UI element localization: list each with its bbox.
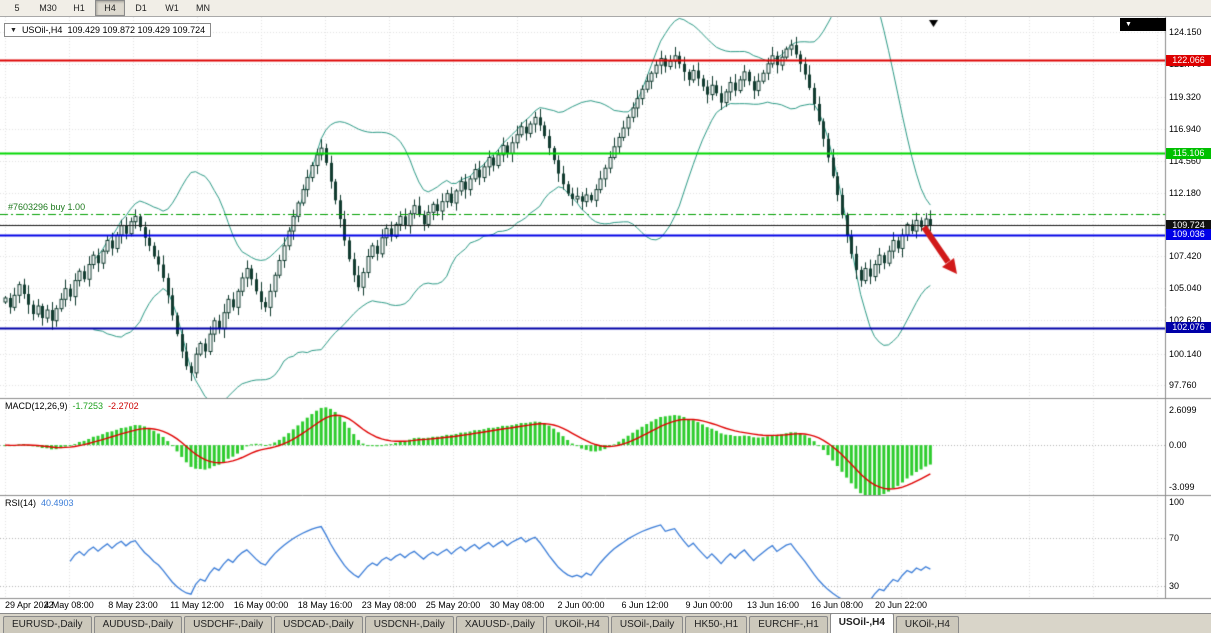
chart-tab-usoil-h4[interactable]: USOil-,H4 — [829, 613, 894, 633]
collapse-icon[interactable]: ▼ — [10, 26, 17, 34]
macd-value-signal: -2.2702 — [108, 401, 139, 411]
time-axis-label: 20 Jun 22:00 — [874, 600, 928, 610]
price-axis-tick: 100.140 — [1169, 348, 1202, 359]
time-axis-label: 18 May 16:00 — [297, 600, 353, 610]
timeframe-button-d1[interactable]: D1 — [126, 0, 156, 16]
chart-tab-eurusd-daily[interactable]: EURUSD-,Daily — [3, 616, 92, 633]
rsi-indicator-label: RSI(14) 40.4903 — [5, 498, 74, 508]
time-axis-label: 6 Jun 12:00 — [621, 600, 669, 610]
chart-tab-usdcnh-daily[interactable]: USDCNH-,Daily — [364, 616, 454, 633]
chart-tab-ukoil-h4[interactable]: UKOil-,H4 — [895, 616, 959, 633]
time-axis-label: 25 May 20:00 — [425, 600, 481, 610]
time-axis-label: 13 Jun 16:00 — [746, 600, 800, 610]
macd-axis-tick: -3.099 — [1169, 482, 1195, 493]
rsi-name: RSI(14) — [5, 498, 37, 508]
time-axis-label: 16 Jun 08:00 — [810, 600, 864, 610]
chart-tab-usdchf-daily[interactable]: USDCHF-,Daily — [184, 616, 273, 633]
time-axis-label: 11 May 12:00 — [170, 600, 224, 610]
triangle-down-icon: ▼ — [1125, 21, 1132, 28]
time-axis-label: 9 Jun 00:00 — [685, 600, 733, 610]
symbol-tab-bar: EURUSD-,Daily AUDUSD-,Daily USDCHF-,Daily U… — [0, 613, 1211, 633]
rsi-axis-tick: 30 — [1169, 581, 1180, 591]
chart-tab-usoil-daily[interactable]: USOil-,Daily — [610, 616, 684, 633]
chart-menu-button[interactable]: ▼ — [1120, 18, 1166, 31]
price-badge[interactable]: 109.036 — [1166, 229, 1211, 241]
time-axis-label: 2 Jun 00:00 — [557, 600, 605, 610]
chart-tab-eurchf-h1[interactable]: EURCHF-,H1 — [749, 616, 828, 633]
chart-tab-ukoil-h4[interactable]: UKOil-,H4 — [545, 616, 609, 633]
timeframe-button-h1[interactable]: H1 — [64, 0, 94, 16]
timeframe-button-h4[interactable]: H4 — [95, 0, 125, 16]
order-line-label: #7603296 buy 1.00 — [8, 202, 86, 213]
macd-indicator-label: MACD(12,26,9) -1.7253 -2.2702 — [5, 401, 139, 411]
time-axis-label: 30 May 08:00 — [489, 600, 545, 610]
price-axis-tick: 124.150 — [1169, 27, 1202, 38]
rsi-axis-tick: 100 — [1169, 497, 1185, 507]
time-axis-label: 4 May 08:00 — [44, 600, 94, 610]
macd-name: MACD(12,26,9) — [5, 401, 68, 411]
time-axis-label: 29 Apr 2022 — [5, 600, 54, 610]
price-axis-tick: 112.180 — [1169, 187, 1201, 198]
timeframe-button-m30[interactable]: M30 — [33, 0, 63, 16]
price-badge[interactable]: 115.106 — [1166, 147, 1211, 159]
chart-tab-hk50-h1[interactable]: HK50-,H1 — [685, 616, 748, 633]
time-axis-label: 23 May 08:00 — [361, 600, 417, 610]
timeframe-button-w1[interactable]: W1 — [157, 0, 187, 16]
chart-title-box: ▼ USOil-,H4 109.429 109.872 109.429 109.… — [4, 23, 212, 37]
timeframe-button-5[interactable]: 5 — [2, 0, 32, 16]
chart-tab-xauusd-daily[interactable]: XAUUSD-,Daily — [455, 616, 544, 633]
price-axis-tick: 97.760 — [1169, 380, 1197, 391]
price-axis-tick: 114.560 — [1169, 155, 1201, 166]
price-badge[interactable]: 102.076 — [1166, 322, 1211, 334]
macd-axis-tick: 0.00 — [1169, 440, 1187, 451]
macd-value-main: -1.7253 — [72, 401, 104, 411]
macd-axis-tick: 2.6099 — [1169, 404, 1197, 415]
price-axis-tick: 105.040 — [1169, 283, 1202, 294]
chart-tab-audusd-daily[interactable]: AUDUSD-,Daily — [93, 616, 183, 633]
chart-tab-usdcad-daily[interactable]: USDCAD-,Daily — [274, 616, 363, 633]
time-axis-label: 16 May 00:00 — [233, 600, 289, 610]
chart-symbol: USOil-,H4 — [21, 25, 63, 35]
price-axis-tick: 102.620 — [1169, 315, 1202, 326]
price-axis-tick: 107.420 — [1169, 251, 1202, 262]
price-axis-tick: 116.940 — [1169, 123, 1201, 134]
timeframe-toolbar: 5 M30 H1 H4 D1 W1 MN — [0, 0, 1211, 17]
price-badge[interactable]: 122.066 — [1166, 54, 1211, 66]
rsi-axis-tick: 70 — [1169, 533, 1180, 543]
rsi-value: 40.4903 — [41, 498, 74, 508]
chart-ohlc: 109.429 109.872 109.429 109.724 — [67, 25, 206, 35]
price-badge[interactable]: 109.724 — [1166, 219, 1211, 231]
price-axis-tick: 119.320 — [1169, 92, 1201, 102]
timeframe-button-mn[interactable]: MN — [188, 0, 218, 16]
time-axis-label: 8 May 23:00 — [108, 600, 158, 610]
